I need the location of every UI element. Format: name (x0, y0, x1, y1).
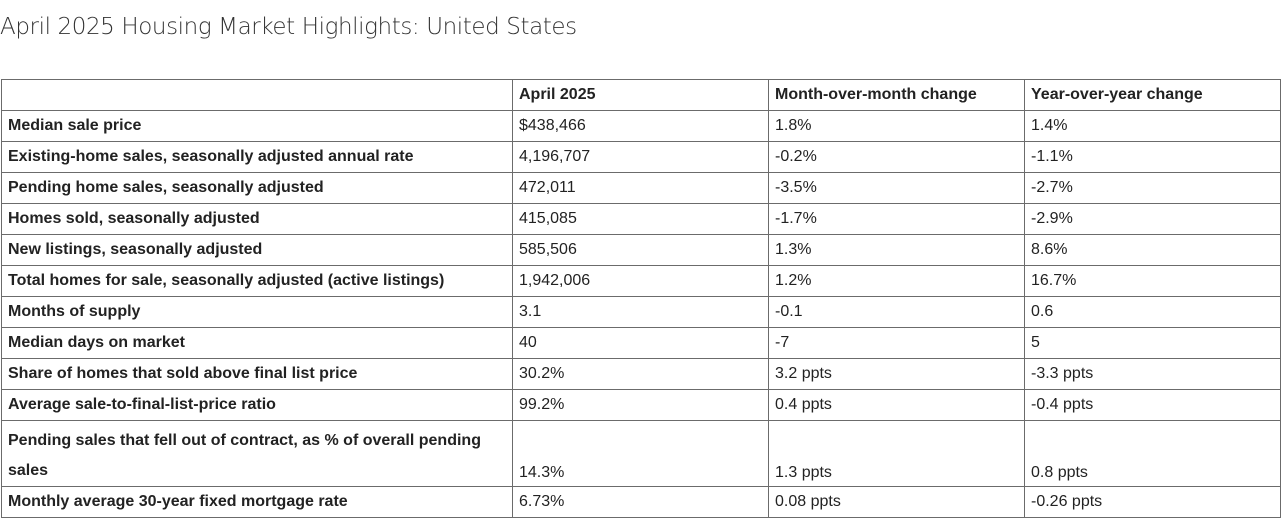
row-value: 30.2% (512, 358, 769, 390)
row-mom: 0.08 ppts (768, 486, 1025, 518)
row-yoy: -2.7% (1024, 172, 1281, 204)
row-yoy: -0.4 ppts (1024, 389, 1281, 421)
row-metric: Existing-home sales, seasonally adjusted… (1, 141, 513, 173)
row-metric: Share of homes that sold above final lis… (1, 358, 513, 390)
header-mom-change: Month-over-month change (768, 79, 1025, 111)
row-metric: Average sale-to-final-list-price ratio (1, 389, 513, 421)
row-yoy: 0.8 ppts (1024, 420, 1281, 487)
row-yoy: -3.3 ppts (1024, 358, 1281, 390)
table-row: Pending home sales, seasonally adjusted … (1, 172, 1281, 204)
table-row: Homes sold, seasonally adjusted 415,085 … (1, 203, 1281, 235)
row-yoy: -0.26 ppts (1024, 486, 1281, 518)
row-metric: Median sale price (1, 110, 513, 142)
row-mom: -0.2% (768, 141, 1025, 173)
row-mom: 1.3 ppts (768, 420, 1025, 487)
row-mom: -3.5% (768, 172, 1025, 204)
row-yoy: 0.6 (1024, 296, 1281, 328)
table-row: Median sale price $438,466 1.8% 1.4% (1, 110, 1281, 142)
row-value: 40 (512, 327, 769, 359)
housing-highlights-table: April 2025 Month-over-month change Year-… (1, 79, 1281, 518)
row-yoy: -2.9% (1024, 203, 1281, 235)
table-row: Average sale-to-final-list-price ratio 9… (1, 389, 1281, 421)
row-metric: New listings, seasonally adjusted (1, 234, 513, 266)
row-mom: -1.7% (768, 203, 1025, 235)
row-metric: Median days on market (1, 327, 513, 359)
row-value: 6.73% (512, 486, 769, 518)
table-row: Existing-home sales, seasonally adjusted… (1, 141, 1281, 173)
row-yoy: 16.7% (1024, 265, 1281, 297)
row-value: $438,466 (512, 110, 769, 142)
row-value: 585,506 (512, 234, 769, 266)
row-metric: Monthly average 30-year fixed mortgage r… (1, 486, 513, 518)
header-april-2025: April 2025 (512, 79, 769, 111)
table-row: Monthly average 30-year fixed mortgage r… (1, 486, 1281, 518)
row-yoy: 5 (1024, 327, 1281, 359)
row-mom: -7 (768, 327, 1025, 359)
row-mom: -0.1 (768, 296, 1025, 328)
row-value: 4,196,707 (512, 141, 769, 173)
header-metric (1, 79, 513, 111)
table-row: Median days on market 40 -7 5 (1, 327, 1281, 359)
row-metric: Total homes for sale, seasonally adjuste… (1, 265, 513, 297)
header-yoy-change: Year-over-year change (1024, 79, 1281, 111)
row-yoy: 8.6% (1024, 234, 1281, 266)
row-yoy: -1.1% (1024, 141, 1281, 173)
row-metric: Pending home sales, seasonally adjusted (1, 172, 513, 204)
row-value: 415,085 (512, 203, 769, 235)
row-mom: 1.3% (768, 234, 1025, 266)
row-mom: 0.4 ppts (768, 389, 1025, 421)
row-value: 99.2% (512, 389, 769, 421)
row-yoy: 1.4% (1024, 110, 1281, 142)
row-value: 472,011 (512, 172, 769, 204)
row-mom: 3.2 ppts (768, 358, 1025, 390)
row-value: 14.3% (512, 420, 769, 487)
row-metric: Months of supply (1, 296, 513, 328)
page-title: April 2025 Housing Market Highlights: Un… (0, 14, 577, 40)
table-row: Total homes for sale, seasonally adjuste… (1, 265, 1281, 297)
row-value: 3.1 (512, 296, 769, 328)
row-metric: Homes sold, seasonally adjusted (1, 203, 513, 235)
table-row: Share of homes that sold above final lis… (1, 358, 1281, 390)
table-row: Pending sales that fell out of contract,… (1, 420, 1281, 487)
table-row: Months of supply 3.1 -0.1 0.6 (1, 296, 1281, 328)
table-header-row: April 2025 Month-over-month change Year-… (1, 79, 1281, 111)
row-mom: 1.2% (768, 265, 1025, 297)
row-mom: 1.8% (768, 110, 1025, 142)
table-row: New listings, seasonally adjusted 585,50… (1, 234, 1281, 266)
row-value: 1,942,006 (512, 265, 769, 297)
row-metric: Pending sales that fell out of contract,… (1, 420, 513, 487)
